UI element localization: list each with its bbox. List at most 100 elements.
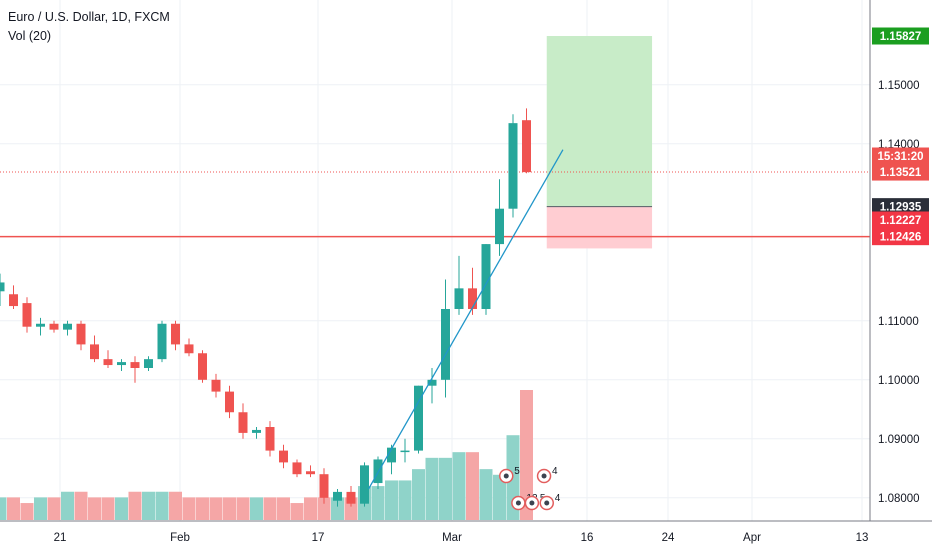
volume-bar xyxy=(520,390,533,520)
volume-bar xyxy=(155,491,169,520)
price-tag-label: 1.15827 xyxy=(880,31,922,43)
price-tag xyxy=(872,198,929,216)
volume-bar xyxy=(277,497,290,520)
candle-body xyxy=(225,391,234,413)
horizontal-lines[interactable] xyxy=(0,171,870,238)
candle-body xyxy=(481,244,491,309)
volume-bar xyxy=(182,497,196,520)
price-tag xyxy=(872,27,929,45)
grid-lines xyxy=(0,0,870,521)
time-tick-label: 13 xyxy=(856,532,869,544)
candle-body xyxy=(184,344,194,354)
candle-body xyxy=(36,323,45,327)
volume-bar xyxy=(371,486,385,520)
candle-body xyxy=(387,447,396,463)
time-tick-label: Apr xyxy=(743,532,761,544)
volume-bar xyxy=(47,497,61,520)
event-icon-dot xyxy=(544,500,550,506)
candle-body xyxy=(171,323,180,345)
candle-body xyxy=(333,491,342,501)
volume-bars xyxy=(0,390,533,520)
price-tag xyxy=(872,228,929,246)
time-tick-label: 21 xyxy=(54,532,67,544)
price-tick-label: 1.10000 xyxy=(878,375,920,387)
chart-legend: Euro / U.S. Dollar, 1D, FXCM Vol (20) xyxy=(8,8,170,46)
volume-indicator-title[interactable]: Vol (20) xyxy=(8,29,52,43)
price-tag-label: 1.12426 xyxy=(880,232,922,244)
volume-bar xyxy=(88,497,101,520)
volume-bar xyxy=(412,469,425,520)
price-axis-bg xyxy=(870,0,932,550)
volume-bar xyxy=(128,491,142,520)
volume-bar xyxy=(209,497,223,520)
time-tick-label: 17 xyxy=(312,532,325,544)
trendline[interactable] xyxy=(367,149,564,490)
candle-body xyxy=(360,465,369,504)
candle-body xyxy=(279,450,288,463)
volume-bar xyxy=(385,480,398,520)
time-tick-label: Feb xyxy=(170,532,190,544)
candle-body xyxy=(49,323,59,330)
candle-body xyxy=(90,344,99,360)
price-tick-label: 1.15000 xyxy=(878,80,920,92)
candle-body xyxy=(265,427,275,451)
volume-bar xyxy=(398,480,412,520)
volume-bar xyxy=(290,503,304,520)
candle-body xyxy=(9,294,18,307)
event-icon-dot xyxy=(515,500,521,506)
symbol-title[interactable]: Euro / U.S. Dollar, 1D, FXCM xyxy=(8,10,170,24)
position-zones[interactable] xyxy=(546,36,653,249)
candle-body xyxy=(22,303,32,327)
volume-bar xyxy=(452,452,466,520)
candle-body xyxy=(468,288,477,309)
price-tag xyxy=(872,211,929,229)
volume-bar xyxy=(34,497,47,520)
candle-body xyxy=(292,462,302,475)
candle-body xyxy=(508,123,518,209)
time-axis-bg xyxy=(0,521,932,550)
candle-body xyxy=(306,471,315,475)
candle-body xyxy=(238,412,248,433)
volume-bar xyxy=(101,497,115,520)
event-count: 4 xyxy=(555,493,561,504)
target-zone xyxy=(546,36,653,207)
volume-bar xyxy=(169,491,182,520)
price-tag xyxy=(872,163,929,181)
event-markers[interactable]: 541254 xyxy=(499,466,561,511)
volume-bar xyxy=(20,503,34,520)
candle-body xyxy=(76,323,86,345)
event-count: 5 xyxy=(514,466,520,477)
candle-body xyxy=(346,491,356,504)
volume-bar xyxy=(142,491,155,520)
event-icon-dot xyxy=(503,473,509,479)
volume-bar xyxy=(250,497,263,520)
price-tick-label: 1.09000 xyxy=(878,434,920,446)
volume-bar xyxy=(425,457,439,520)
candle-body xyxy=(0,282,5,292)
volume-bar xyxy=(493,474,506,520)
time-tick-label: 24 xyxy=(662,532,675,544)
volume-bar xyxy=(304,497,317,520)
candle-body xyxy=(427,379,437,386)
price-tag-label: 1.13521 xyxy=(880,167,922,179)
time-tick-label: 16 xyxy=(581,532,594,544)
candle-body xyxy=(495,208,504,245)
candle-body xyxy=(522,120,531,173)
candle-body xyxy=(103,359,113,366)
candle-body xyxy=(157,323,167,360)
candle-body xyxy=(130,362,140,368)
trendline-segment xyxy=(367,149,564,490)
price-tick-label: 1.11000 xyxy=(878,316,919,328)
time-tick-label: Mar xyxy=(442,532,462,544)
volume-bar xyxy=(61,491,74,520)
event-icon-dot xyxy=(541,473,547,479)
candle-body xyxy=(441,309,450,380)
volume-bar xyxy=(223,497,236,520)
candle-body xyxy=(144,359,153,368)
stop-zone xyxy=(546,206,653,249)
candle-body xyxy=(454,288,464,309)
volume-bar xyxy=(317,497,331,520)
candlesticks xyxy=(0,108,531,507)
